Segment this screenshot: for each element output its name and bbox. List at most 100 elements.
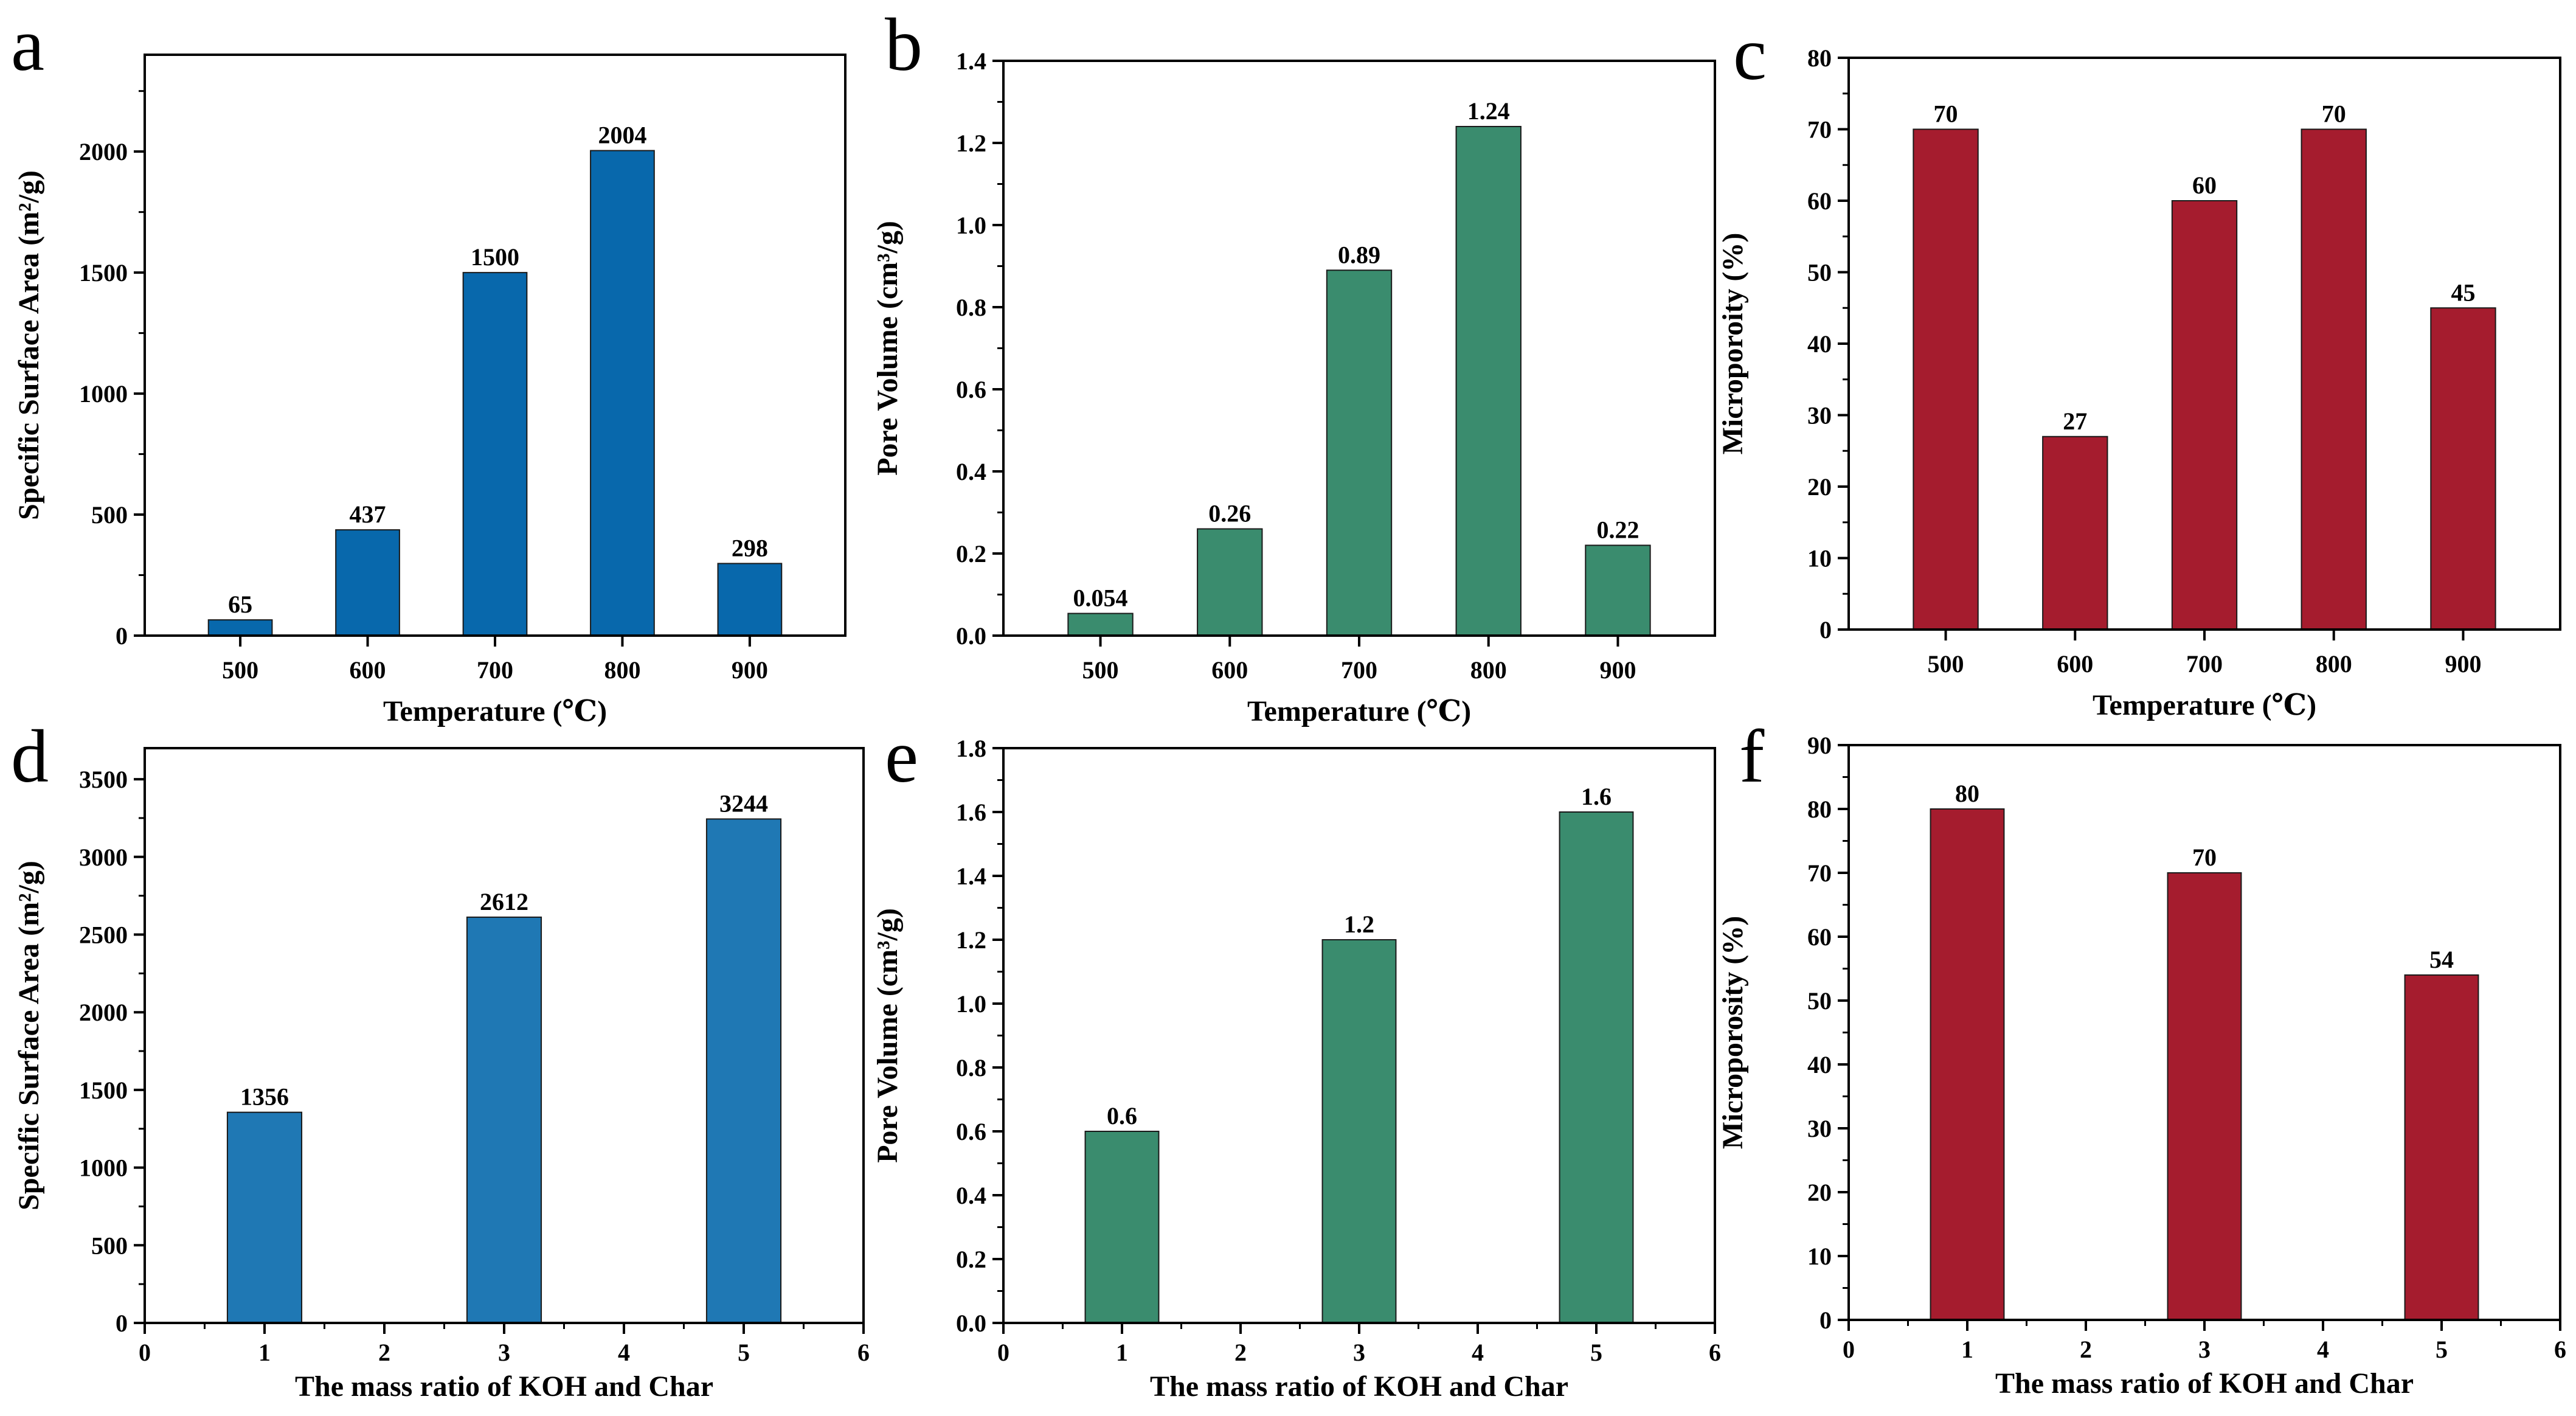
- y-tick-label: 60: [1807, 923, 1832, 951]
- y-tick-label: 0.8: [956, 1054, 986, 1081]
- y-tick-label: 1.8: [956, 735, 986, 762]
- bar: [226, 1111, 303, 1324]
- data-label: 27: [2063, 408, 2087, 435]
- bar: [717, 563, 783, 637]
- y-tick-label: 1500: [79, 259, 128, 286]
- data-label: 3244: [719, 790, 768, 817]
- data-label: 65: [228, 591, 252, 618]
- x-tick-label: 5: [1590, 1339, 1602, 1366]
- x-tick-label: 6: [857, 1339, 870, 1366]
- y-tick-label: 90: [1807, 732, 1832, 759]
- y-axis-label: Specific Surface Area (m²/g): [13, 861, 45, 1210]
- y-tick-label: 1500: [79, 1077, 128, 1104]
- x-tick-label: 0: [1843, 1336, 1855, 1363]
- data-label: 298: [732, 534, 768, 561]
- bar: [2404, 974, 2479, 1321]
- y-tick-label: 10: [1807, 1243, 1832, 1270]
- y-tick-label: 1.0: [956, 212, 986, 239]
- data-label: 0.054: [1073, 585, 1128, 612]
- y-tick-label: 0.2: [956, 1246, 986, 1273]
- panel-letter: f: [1739, 715, 1765, 798]
- y-tick-label: 0.8: [956, 294, 986, 321]
- y-tick-label: 1.0: [956, 990, 986, 1018]
- x-tick-label: 2: [2080, 1336, 2092, 1363]
- x-tick-label: 6: [2554, 1336, 2566, 1363]
- y-tick-label: 3500: [79, 766, 128, 793]
- y-tick-label: 0.0: [956, 1310, 986, 1337]
- bar: [2167, 872, 2242, 1321]
- y-tick-label: 2000: [79, 999, 128, 1026]
- bar: [2430, 307, 2496, 630]
- data-label: 54: [2429, 946, 2454, 973]
- data-label: 437: [350, 501, 386, 528]
- y-axis-label: Specific Surface Area (m²/g): [13, 170, 45, 520]
- x-tick-label: 700: [1341, 656, 1377, 684]
- y-tick-label: 500: [91, 1232, 128, 1259]
- x-tick-label: 900: [1599, 656, 1636, 684]
- y-tick-label: 0: [116, 622, 128, 650]
- data-label: 70: [1934, 100, 1958, 128]
- y-axis-label: Microporosity (%): [1717, 916, 1749, 1149]
- panel-letter: e: [885, 715, 918, 798]
- panel-letter: b: [885, 3, 923, 86]
- chart-panel-b: b 0.054 0.26 0.89 1.24 0.22 0.0 0.2 0.4 0.6 0.8 1.0…: [871, 3, 1716, 727]
- bar: [1326, 269, 1393, 636]
- bar: [1455, 126, 1522, 636]
- bar: [1321, 939, 1397, 1324]
- y-tick-label: 0.4: [956, 1182, 986, 1209]
- x-tick-label: 800: [604, 656, 640, 684]
- x-tick-label: 2: [1234, 1339, 1247, 1366]
- bar: [1067, 613, 1134, 636]
- chart-panel-e: e 0.6 1.2 1.6 0.0 0.2 0.4 0.6 0.8 1.0 1.2 1.4 1.6 1.8…: [871, 715, 1721, 1403]
- x-tick-label: 0: [997, 1339, 1009, 1366]
- data-label: 60: [2192, 172, 2217, 199]
- y-tick-label: 50: [1807, 987, 1832, 1015]
- y-tick-label: 1000: [79, 380, 128, 408]
- x-tick-label: 600: [1211, 656, 1248, 684]
- data-label: 80: [1955, 780, 1979, 807]
- x-tick-label: 4: [2317, 1336, 2329, 1363]
- y-tick-label: 500: [91, 501, 128, 529]
- data-label: 70: [2192, 844, 2217, 871]
- data-label: 1.2: [1344, 911, 1374, 938]
- x-axis-label: Temperature (℃): [2093, 689, 2316, 721]
- chart-panel-a: a 65 437 1500 2004 298 0 500 1000 1500 2000 500 600 7…: [11, 3, 847, 727]
- y-axis-label: Microporoity (%): [1717, 233, 1749, 455]
- x-tick-label: 2: [378, 1339, 390, 1366]
- x-tick-label: 1: [258, 1339, 271, 1366]
- y-tick-label: 0.6: [956, 1118, 986, 1145]
- x-tick-label: 6: [1709, 1339, 1721, 1366]
- bar: [466, 916, 542, 1324]
- y-tick-label: 70: [1807, 859, 1832, 887]
- bar: [2171, 200, 2238, 630]
- y-tick-label: 3000: [79, 844, 128, 871]
- data-label: 70: [2322, 100, 2346, 128]
- y-tick-label: 0.4: [956, 458, 986, 485]
- y-tick-label: 1000: [79, 1154, 128, 1182]
- y-tick-label: 0: [1819, 1307, 1832, 1334]
- y-tick-label: 40: [1807, 330, 1832, 358]
- bar: [1197, 528, 1263, 636]
- x-tick-label: 700: [477, 656, 513, 684]
- y-tick-label: 20: [1807, 1179, 1832, 1206]
- x-axis-label: The mass ratio of KOH and Char: [295, 1370, 713, 1403]
- y-tick-label: 20: [1807, 473, 1832, 501]
- x-tick-label: 1: [1116, 1339, 1128, 1366]
- y-tick-label: 40: [1807, 1051, 1832, 1078]
- x-tick-label: 900: [732, 656, 768, 684]
- data-label: 0.26: [1208, 500, 1251, 527]
- panel-letter: d: [11, 715, 49, 798]
- chart-panel-d: d135626123244050010001500200025003000350…: [11, 715, 870, 1403]
- bar: [705, 818, 782, 1324]
- data-label: 0.6: [1107, 1102, 1137, 1130]
- y-tick-label: 0.0: [956, 622, 986, 650]
- bar: [1930, 808, 2005, 1321]
- y-tick-label: 1.2: [956, 926, 986, 954]
- x-tick-label: 600: [2057, 650, 2093, 678]
- x-tick-label: 4: [618, 1339, 630, 1366]
- data-label: 1500: [471, 243, 519, 271]
- y-tick-label: 30: [1807, 402, 1832, 429]
- panel-letter: a: [11, 3, 44, 86]
- y-tick-label: 60: [1807, 187, 1832, 215]
- x-tick-label: 1: [1961, 1336, 1973, 1363]
